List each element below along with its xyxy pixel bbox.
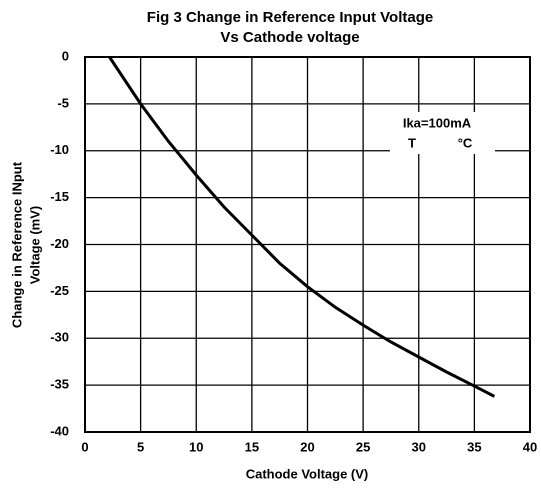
y-tick-label: -20 [50, 236, 69, 251]
x-tick-label: 35 [467, 439, 481, 454]
annotation: °C [458, 135, 473, 150]
y-tick-label: -40 [50, 423, 69, 438]
y-tick-label: -35 [50, 377, 69, 392]
y-axis-label: Change in Reference INput [9, 161, 24, 328]
x-tick-label: 15 [245, 439, 259, 454]
y-tick-label: -5 [57, 95, 69, 110]
y-axis-label: Voltage (mV) [27, 206, 42, 285]
x-tick-label: 5 [137, 439, 144, 454]
y-tick-label: -25 [50, 283, 69, 298]
y-tick-label: -10 [50, 142, 69, 157]
annotation: Ika=100mA [403, 115, 472, 130]
y-tick-label: 0 [62, 48, 69, 63]
y-tick-label: -30 [50, 330, 69, 345]
annotation: T [408, 135, 416, 150]
x-tick-label: 0 [81, 439, 88, 454]
chart-title: Vs Cathode voltage [220, 29, 359, 46]
y-tick-label: -15 [50, 189, 69, 204]
x-tick-label: 30 [412, 439, 426, 454]
x-tick-label: 20 [300, 439, 314, 454]
data-line [108, 56, 496, 398]
chart-title: Fig 3 Change in Reference Input Voltage [147, 9, 433, 26]
x-tick-label: 40 [523, 439, 537, 454]
annotation-bg [390, 112, 495, 154]
plot-frame [84, 56, 531, 433]
x-tick-label: 10 [189, 439, 203, 454]
x-axis-label: Cathode Voltage (V) [246, 466, 369, 481]
x-tick-label: 25 [356, 439, 370, 454]
